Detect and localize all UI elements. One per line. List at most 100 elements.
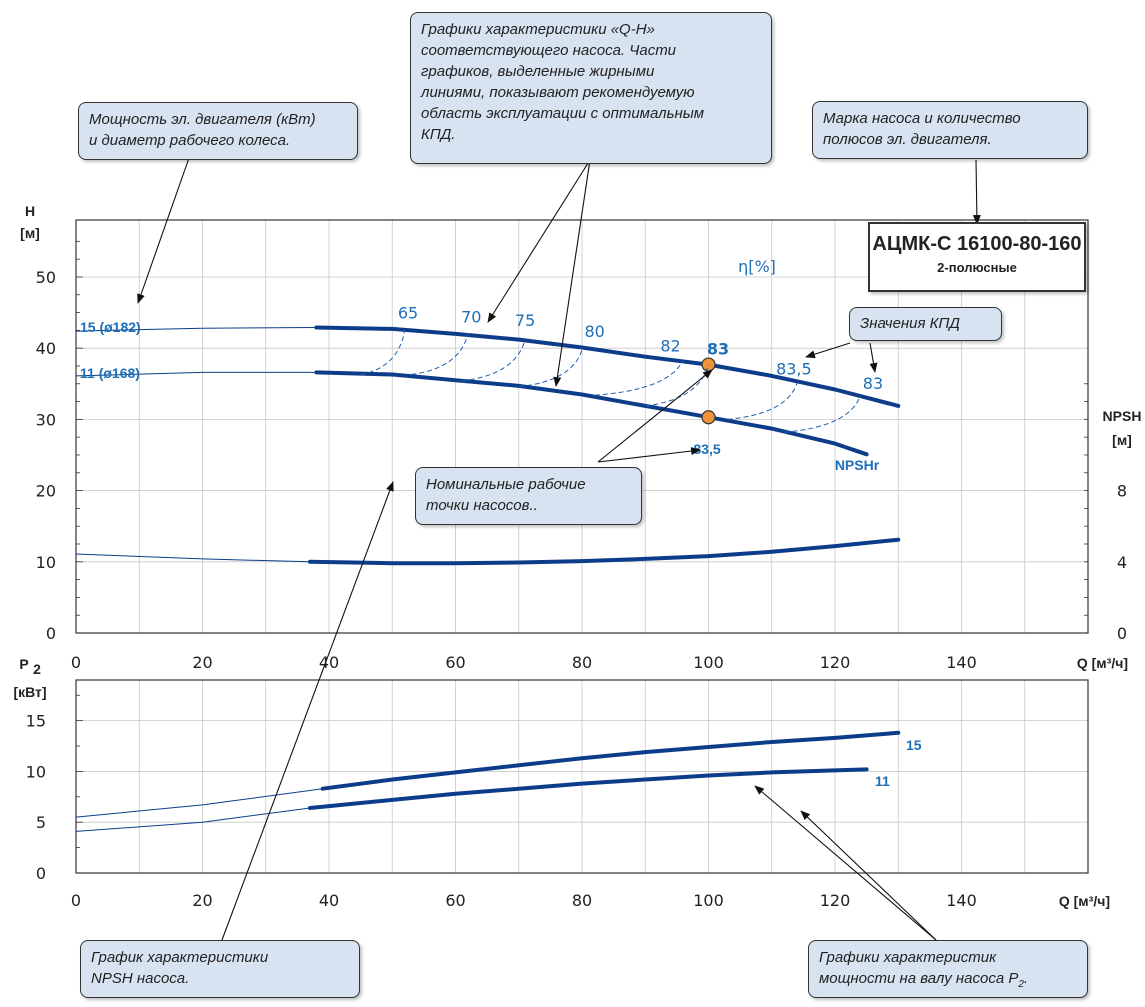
y-axis-subscript: 2: [33, 661, 41, 677]
nominal-point: [701, 410, 716, 425]
callout-arrow: [221, 481, 394, 941]
eta-label: η[%]: [738, 257, 776, 276]
efficiency-isoline: [411, 333, 469, 376]
series-line: [308, 767, 869, 810]
callout-arrow: [597, 447, 701, 463]
y-tick-label: 0: [46, 624, 56, 643]
x-tick-label: 0: [71, 891, 81, 910]
y2-axis-unit: [м]: [1112, 432, 1132, 448]
callout-line: КПД.: [421, 126, 456, 143]
x-tick-label: 120: [820, 653, 851, 672]
x-tick-label: 0: [71, 653, 81, 672]
callout-line: мощности на валу насоса P2.: [819, 968, 1077, 995]
callout-arrow: [800, 810, 937, 941]
callout-arrow: [805, 342, 851, 359]
series-label: NPSHr: [835, 457, 880, 473]
callout-model-info: Марка насоса и количество полюсов эл. дв…: [812, 101, 1088, 159]
efficiency-isolines: [360, 329, 861, 433]
y2-tick-label: 8: [1117, 482, 1127, 501]
series-label: 11 (ø168): [80, 365, 140, 381]
efficiency-label: 75: [515, 311, 535, 330]
series-thin-line: [75, 371, 317, 377]
callout-npsh: График характеристики NPSH насоса.: [80, 940, 360, 998]
callout-nominal: Номинальные рабочие точки насосов..: [415, 467, 642, 525]
efficiency-label: 83,5: [776, 360, 812, 379]
plot-frame-top: [75, 219, 1089, 634]
series-label: 11: [875, 773, 890, 789]
series-thin-line: [75, 553, 311, 563]
x-tick-label: 100: [693, 653, 724, 672]
y-axis-unit: [кВт]: [13, 684, 46, 700]
callout-line: График характеристики: [91, 949, 269, 966]
y2-tick-label: 0: [1117, 624, 1127, 643]
efficiency-isoline: [645, 364, 709, 407]
callout-arrow: [869, 342, 878, 373]
efficiency-label: 80: [584, 322, 604, 341]
series-label: 15 (ø182): [80, 319, 141, 335]
x-tick-label: 140: [946, 891, 977, 910]
y-tick-label: 10: [26, 762, 46, 781]
callout-line: линиями, показывают рекомендуемую: [421, 84, 695, 101]
x-tick-label: 40: [319, 891, 339, 910]
callout-arrows: [137, 157, 981, 941]
callout-arrow: [972, 159, 981, 225]
efficiency-isoline: [727, 382, 798, 420]
x-axis-label: Q [м³/ч]: [1059, 893, 1110, 909]
y-tick-label: 40: [36, 339, 56, 358]
efficiency-label: 65: [398, 303, 418, 322]
callout-arrow: [754, 785, 937, 941]
y-tick-label: 0: [36, 864, 46, 883]
x-tick-label: 40: [319, 653, 339, 672]
y-tick-label: 5: [36, 813, 46, 832]
x-tick-label: 20: [192, 891, 212, 910]
model-title: АЦМК-С 16100-80-160: [872, 233, 1082, 255]
y2-tick-label: 4: [1117, 553, 1127, 572]
callout-line: и диаметр рабочего колеса.: [89, 132, 291, 149]
x-tick-label: 60: [445, 891, 465, 910]
callout-line: Марка насоса и количество: [823, 110, 1021, 127]
x-tick-label: 80: [572, 653, 592, 672]
callout-shaft-power: Графики характеристик мощности на валу н…: [808, 940, 1088, 998]
y2-axis-label: NPSH: [1103, 408, 1142, 424]
callout-line: Значения КПД: [860, 315, 960, 332]
y-tick-label: 50: [36, 268, 56, 287]
model-box: АЦМК-С 16100-80-160 2-полюсные: [868, 222, 1086, 292]
callout-efficiency: Значения КПД: [849, 307, 1002, 341]
efficiency-isoline: [594, 359, 684, 396]
efficiency-label: 70: [461, 308, 481, 327]
callout-line: NPSH насоса.: [91, 970, 190, 987]
model-subtitle: 2-полюсные: [937, 260, 1017, 275]
x-tick-label: 120: [820, 891, 851, 910]
series-thin-line: [75, 788, 323, 818]
callout-line: область эксплуатации с оптимальным: [421, 105, 705, 122]
callout-text: мощности на валу насоса P: [819, 970, 1019, 987]
x-tick-label: 80: [572, 891, 592, 910]
callout-qh-curves: Графики характеристики «Q-H» соответству…: [410, 12, 772, 164]
efficiency-label: 82: [660, 337, 680, 356]
efficiency-isoline: [784, 395, 861, 433]
callout-line: Графики характеристики «Q-H»: [421, 21, 655, 38]
callout-arrow: [597, 369, 713, 463]
efficiency-isoline: [360, 329, 406, 376]
y-tick-label: 10: [36, 553, 56, 572]
y-axis-label: H: [25, 203, 35, 219]
y-tick-label: 20: [36, 482, 56, 501]
callout-line: графиков, выделенные жирными: [421, 63, 655, 80]
callout-line: Мощность эл. двигателя (кВт): [89, 111, 316, 128]
series-label: 15: [906, 737, 922, 753]
callout-text-end: .: [1023, 970, 1029, 987]
efficiency-label: 83: [863, 374, 883, 393]
efficiency-isoline: [518, 349, 583, 388]
x-tick-label: 60: [445, 653, 465, 672]
callout-arrow: [553, 159, 591, 387]
x-tick-label: 100: [693, 891, 724, 910]
series-thin-line: [75, 807, 311, 832]
callout-line: Номинальные рабочие: [426, 476, 586, 493]
callout-arrow: [137, 157, 190, 304]
callout-line: соответствующего насоса. Части: [421, 42, 677, 59]
x-axis-label: Q [м³/ч]: [1077, 655, 1128, 671]
x-tick-label: 140: [946, 653, 977, 672]
callout-line: точки насосов..: [426, 497, 538, 514]
